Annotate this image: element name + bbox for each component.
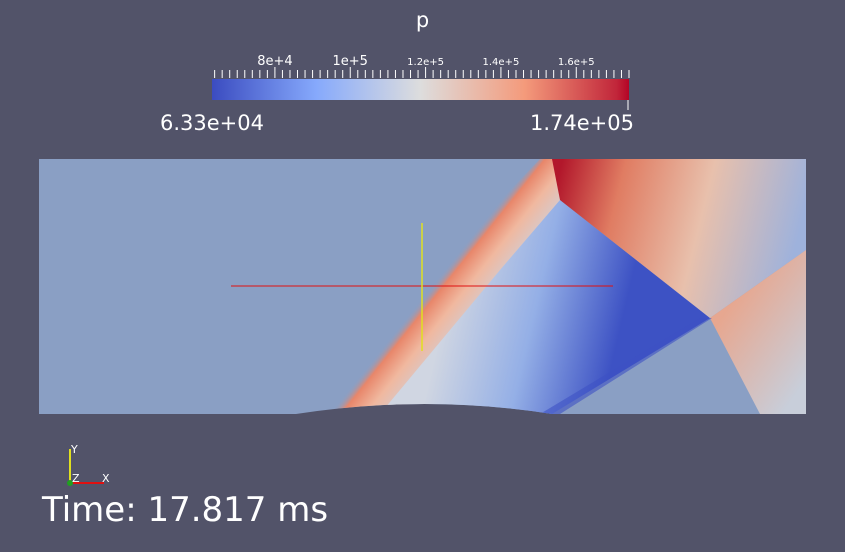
time-annotation: Time: 17.817 ms — [42, 490, 329, 530]
scalar-bar-ticks — [214, 67, 630, 78]
scalar-bar-tick-label: 1.2e+5 — [407, 57, 444, 68]
z-axis-label: Z — [72, 472, 80, 485]
z-axis-dot — [67, 480, 73, 486]
scalar-bar-tick-label: 1.6e+5 — [558, 57, 595, 68]
y-axis-label: Y — [70, 443, 78, 456]
scalar-bar-tick-label: 1e+5 — [333, 54, 368, 69]
scalar-bar-max-label: 1.74e+05 — [530, 111, 634, 135]
x-axis-label: X — [102, 472, 110, 485]
scalar-bar-min-label: 6.33e+04 — [160, 111, 264, 135]
scalar-bar-gradient — [212, 79, 629, 100]
scalar-bar[interactable]: 8e+4 1e+5 1.2e+5 1.4e+5 1.6e+5 — [0, 0, 845, 140]
scalar-bar-tick-labels: 8e+4 1e+5 1.2e+5 1.4e+5 1.6e+5 — [257, 54, 594, 69]
scalar-bar-title: p — [415, 8, 430, 32]
scalar-bar-tick-label: 8e+4 — [257, 54, 292, 69]
scalar-bar-tick-label: 1.4e+5 — [483, 57, 520, 68]
